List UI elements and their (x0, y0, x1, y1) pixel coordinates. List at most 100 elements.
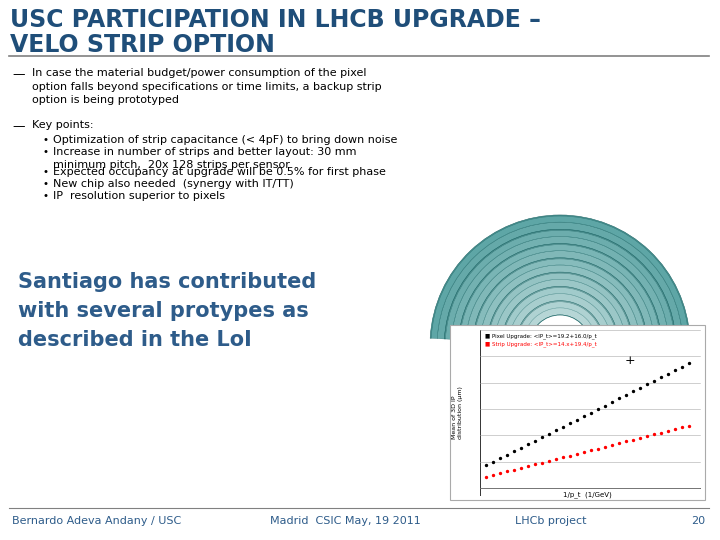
Text: IP  resolution superior to pixels: IP resolution superior to pixels (53, 191, 225, 201)
Point (641, 380, 652, 389)
Text: Santiago has contributed
with several protypes as
described in the LoI: Santiago has contributed with several pr… (18, 272, 316, 349)
Wedge shape (444, 230, 675, 339)
Point (683, 359, 695, 368)
Point (683, 421, 695, 430)
Wedge shape (516, 301, 604, 343)
Point (620, 437, 631, 446)
Point (634, 434, 646, 442)
Wedge shape (495, 279, 626, 342)
Wedge shape (459, 244, 661, 340)
Text: LHCb project: LHCb project (515, 516, 587, 526)
Text: In case the material budget/power consumption of the pixel
option falls beyond s: In case the material budget/power consum… (32, 68, 382, 105)
Point (536, 458, 547, 467)
Point (564, 419, 575, 428)
Point (529, 460, 541, 469)
Point (585, 408, 596, 417)
Point (508, 465, 519, 474)
Point (613, 394, 624, 403)
Point (641, 432, 652, 441)
Point (515, 464, 526, 472)
Text: ■ Strip Upgrade: <IP_t>=14.x+19.4/p_t: ■ Strip Upgrade: <IP_t>=14.x+19.4/p_t (485, 341, 597, 347)
Wedge shape (480, 265, 640, 341)
Point (606, 441, 618, 449)
Text: 1/p_t  (1/GeV): 1/p_t (1/GeV) (563, 491, 612, 498)
Text: •: • (42, 147, 48, 157)
Point (487, 471, 498, 480)
Point (480, 472, 491, 481)
Wedge shape (473, 258, 647, 341)
Wedge shape (487, 272, 633, 342)
Point (620, 390, 631, 399)
Text: Mean of 3D IP
distribution (μm): Mean of 3D IP distribution (μm) (452, 386, 463, 439)
Point (571, 449, 582, 458)
Point (613, 439, 624, 448)
Wedge shape (430, 215, 690, 339)
Point (536, 433, 547, 442)
Wedge shape (523, 308, 597, 343)
Point (515, 443, 526, 452)
Text: Bernardo Adeva Andany / USC: Bernardo Adeva Andany / USC (12, 516, 181, 526)
Point (550, 455, 562, 463)
Point (676, 423, 688, 431)
Point (648, 430, 660, 438)
Point (494, 469, 505, 477)
Point (557, 453, 569, 462)
Wedge shape (437, 222, 683, 339)
Text: —: — (12, 120, 24, 133)
Wedge shape (508, 294, 611, 343)
Text: ■ Pixel Upgrade: <IP_t>=19.2+16.0/p_t: ■ Pixel Upgrade: <IP_t>=19.2+16.0/p_t (485, 333, 597, 339)
Wedge shape (451, 237, 668, 340)
Wedge shape (502, 286, 618, 342)
Text: —: — (12, 68, 24, 81)
Point (508, 447, 519, 456)
Point (648, 376, 660, 385)
Point (592, 444, 603, 453)
Point (557, 422, 569, 431)
Point (578, 412, 590, 421)
Text: VELO STRIP OPTION: VELO STRIP OPTION (10, 33, 275, 57)
Wedge shape (466, 251, 654, 340)
Point (571, 415, 582, 424)
Text: Key points:: Key points: (32, 120, 94, 130)
Point (480, 461, 491, 470)
Wedge shape (530, 315, 590, 345)
Point (543, 456, 554, 465)
Point (606, 397, 618, 406)
Point (578, 448, 590, 456)
Point (543, 429, 554, 438)
Point (564, 451, 575, 460)
Text: Optimization of strip capacitance (< 4pF) to bring down noise: Optimization of strip capacitance (< 4pF… (53, 135, 397, 145)
Text: +: + (625, 354, 635, 367)
Point (599, 401, 611, 410)
Point (522, 440, 534, 449)
Point (669, 425, 680, 434)
Point (494, 454, 505, 463)
Text: New chip also needed  (synergy with IT/TT): New chip also needed (synergy with IT/TT… (53, 179, 294, 189)
Point (662, 427, 674, 435)
Point (655, 428, 667, 437)
Text: •: • (42, 179, 48, 189)
Point (599, 442, 611, 451)
Point (487, 457, 498, 466)
FancyBboxPatch shape (450, 325, 705, 500)
Text: •: • (42, 191, 48, 201)
Text: 20: 20 (691, 516, 705, 526)
Point (501, 450, 513, 459)
Text: Expected occupancy at upgrade will be 0.5% for first phase: Expected occupancy at upgrade will be 0.… (53, 167, 386, 177)
Point (676, 362, 688, 371)
Point (655, 373, 667, 382)
Point (592, 404, 603, 413)
Point (634, 383, 646, 392)
Point (662, 369, 674, 378)
Point (501, 467, 513, 476)
Point (669, 366, 680, 375)
Text: Madrid  CSIC May, 19 2011: Madrid CSIC May, 19 2011 (270, 516, 420, 526)
Point (627, 387, 639, 396)
Text: •: • (42, 135, 48, 145)
Text: •: • (42, 167, 48, 177)
Text: USC PARTICIPATION IN LHCB UPGRADE –: USC PARTICIPATION IN LHCB UPGRADE – (10, 8, 541, 32)
Text: Increase in number of strips and better layout: 30 mm
minimum pitch,  20x 128 st: Increase in number of strips and better … (53, 147, 356, 170)
Point (627, 435, 639, 444)
Point (550, 426, 562, 435)
Point (585, 446, 596, 455)
